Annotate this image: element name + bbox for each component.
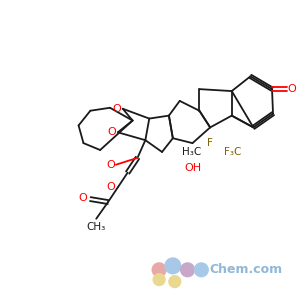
Circle shape (165, 258, 181, 274)
Text: H₃C: H₃C (182, 147, 201, 157)
Text: F₃C: F₃C (224, 147, 241, 157)
Text: O: O (288, 84, 296, 94)
Text: OH: OH (184, 163, 201, 173)
Circle shape (194, 263, 208, 277)
Circle shape (169, 276, 181, 287)
Text: F: F (207, 138, 213, 148)
Text: O: O (107, 127, 116, 137)
Text: O: O (112, 104, 121, 114)
Text: O: O (106, 160, 115, 170)
Circle shape (152, 263, 166, 277)
Circle shape (181, 263, 194, 277)
Circle shape (153, 274, 165, 286)
Text: Chem.com: Chem.com (209, 263, 282, 276)
Text: O: O (106, 182, 115, 192)
Text: CH₃: CH₃ (87, 222, 106, 232)
Text: O: O (79, 193, 87, 203)
